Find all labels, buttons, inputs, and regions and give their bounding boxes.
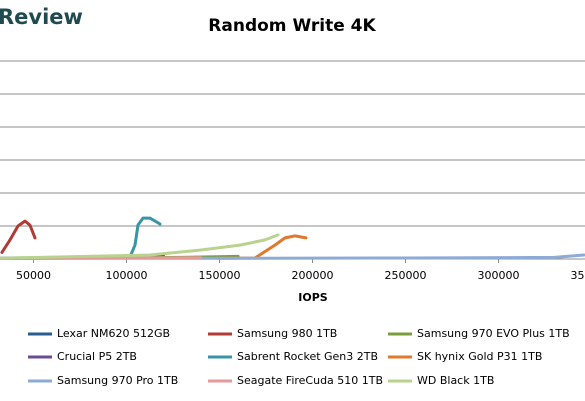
legend-label: WD Black 1TB — [417, 374, 494, 387]
x-axis-title: IOPS — [298, 291, 328, 304]
legend-label: Crucial P5 2TB — [57, 350, 137, 363]
legend-label: Seagate FireCuda 510 1TB — [237, 374, 383, 387]
series-line — [0, 219, 37, 254]
x-tick-label: 250000 — [385, 269, 427, 282]
series-line — [0, 216, 162, 260]
x-tick-label: 100000 — [105, 269, 147, 282]
grid: 50000 100000 150000 200000 250000 300000 35000… — [0, 60, 585, 282]
legend-label: Samsung 980 1TB — [237, 327, 337, 340]
legend: Lexar NM620 512GB Samsung 980 1TB Samsung … — [28, 327, 570, 387]
x-tick-label: 200000 — [291, 269, 333, 282]
x-tick-label: 300000 — [478, 269, 520, 282]
legend-label: SK hynix Gold P31 1TB — [417, 350, 542, 363]
legend-label: Samsung 970 EVO Plus 1TB — [417, 327, 570, 340]
legend-label: Sabrent Rocket Gen3 2TB — [237, 350, 378, 363]
series-line — [0, 233, 280, 260]
chart-title: Random Write 4K — [208, 16, 376, 36]
x-tick-label: 350000 — [571, 269, 585, 282]
plot-area — [0, 216, 585, 260]
legend-label: Lexar NM620 512GB — [57, 327, 170, 340]
logo: Review — [0, 5, 83, 29]
x-tick-label: 150000 — [198, 269, 240, 282]
legend-label: Samsung 970 Pro 1TB — [57, 374, 178, 387]
x-tick-label: 50000 — [16, 269, 51, 282]
